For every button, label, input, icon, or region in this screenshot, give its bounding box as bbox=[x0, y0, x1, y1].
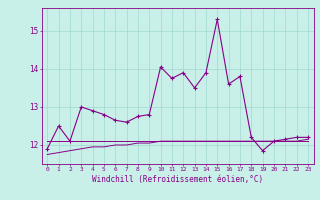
X-axis label: Windchill (Refroidissement éolien,°C): Windchill (Refroidissement éolien,°C) bbox=[92, 175, 263, 184]
